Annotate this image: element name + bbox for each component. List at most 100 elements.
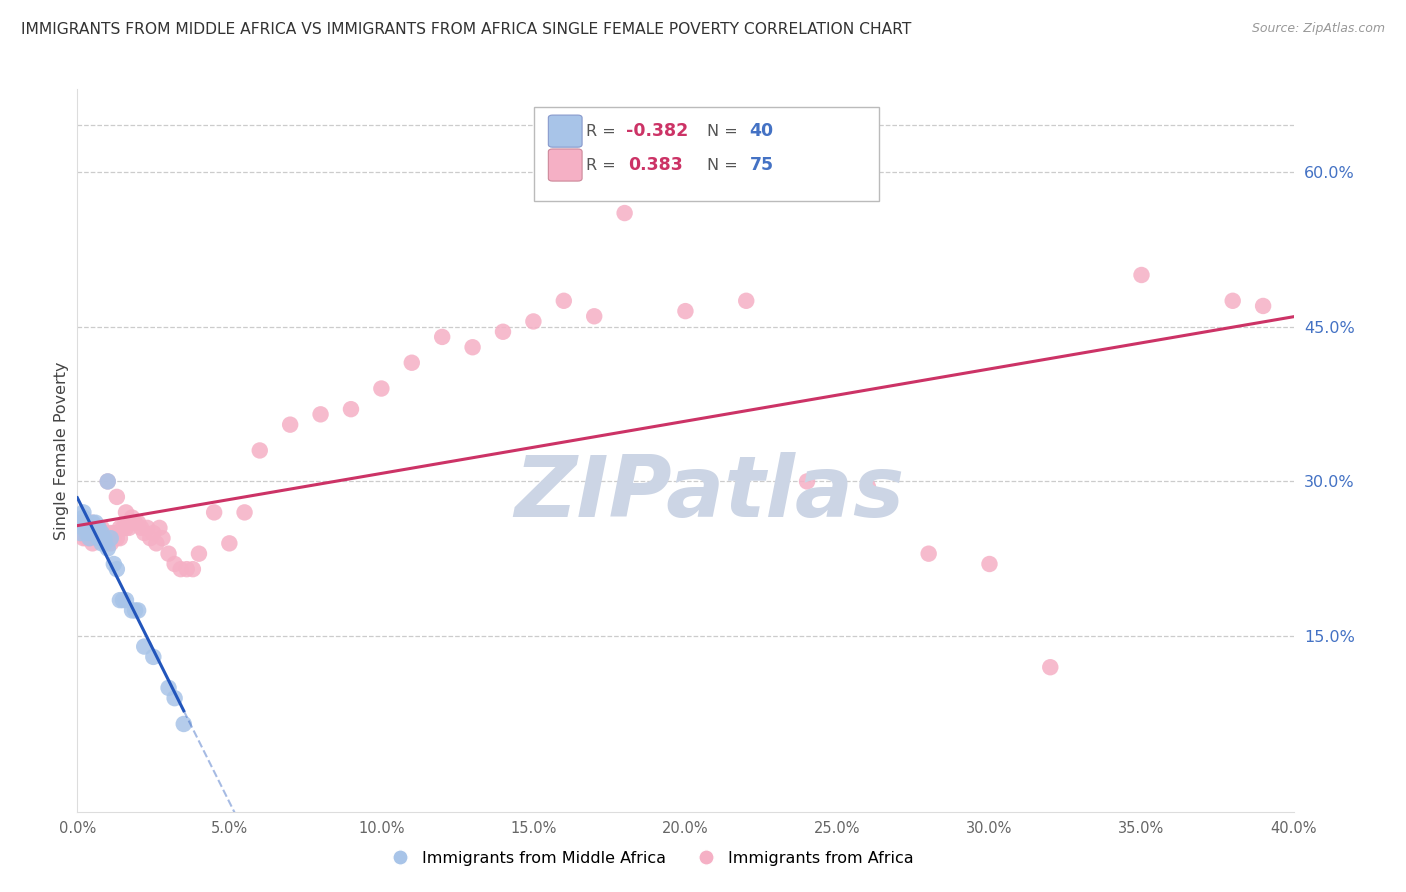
- Point: [75, 531, 97, 545]
- Point: [492, 325, 515, 339]
- Point: [79, 521, 101, 535]
- Point: [69, 516, 91, 530]
- Point: [79, 531, 101, 545]
- Text: Source: ZipAtlas.com: Source: ZipAtlas.com: [1251, 22, 1385, 36]
- Point: [856, 480, 879, 494]
- Point: [105, 531, 128, 545]
- Point: [75, 521, 97, 535]
- Text: ZIPatlas: ZIPatlas: [515, 452, 905, 535]
- Text: N =: N =: [707, 124, 744, 138]
- Point: [82, 516, 104, 530]
- Point: [202, 505, 225, 519]
- Point: [233, 505, 256, 519]
- Text: R =: R =: [586, 158, 626, 172]
- Point: [127, 516, 149, 530]
- Point: [93, 536, 115, 550]
- Point: [1130, 268, 1153, 282]
- Point: [152, 531, 174, 545]
- Point: [79, 526, 101, 541]
- Point: [142, 649, 165, 664]
- Text: 40: 40: [749, 122, 773, 140]
- Point: [136, 521, 159, 535]
- Point: [84, 516, 107, 530]
- Point: [163, 691, 186, 706]
- Point: [370, 382, 392, 396]
- Point: [115, 521, 138, 535]
- Point: [82, 516, 104, 530]
- Point: [87, 531, 110, 545]
- Point: [72, 521, 94, 535]
- Point: [278, 417, 301, 432]
- Point: [115, 593, 138, 607]
- Y-axis label: Single Female Poverty: Single Female Poverty: [53, 361, 69, 540]
- Point: [401, 356, 423, 370]
- Point: [87, 531, 110, 545]
- Point: [796, 475, 818, 489]
- Point: [675, 304, 697, 318]
- Point: [103, 526, 125, 541]
- Point: [72, 521, 94, 535]
- Point: [142, 526, 165, 541]
- Point: [82, 526, 104, 541]
- Point: [69, 516, 91, 530]
- Point: [103, 557, 125, 571]
- Point: [249, 443, 271, 458]
- Point: [522, 314, 544, 328]
- Point: [432, 330, 454, 344]
- Point: [461, 340, 484, 354]
- Point: [309, 407, 332, 422]
- Point: [1222, 293, 1244, 308]
- Point: [129, 521, 152, 535]
- Point: [79, 531, 101, 545]
- Text: IMMIGRANTS FROM MIDDLE AFRICA VS IMMIGRANTS FROM AFRICA SINGLE FEMALE POVERTY CO: IMMIGRANTS FROM MIDDLE AFRICA VS IMMIGRA…: [21, 22, 911, 37]
- Point: [84, 521, 107, 535]
- Point: [82, 536, 104, 550]
- Point: [90, 531, 112, 545]
- Point: [145, 536, 167, 550]
- Point: [90, 531, 112, 545]
- Point: [124, 603, 146, 617]
- Point: [157, 681, 180, 695]
- Point: [181, 562, 204, 576]
- Point: [87, 526, 110, 541]
- Text: N =: N =: [707, 158, 744, 172]
- Point: [1039, 660, 1062, 674]
- Point: [108, 521, 131, 535]
- Point: [82, 521, 104, 535]
- Point: [121, 510, 143, 524]
- Point: [173, 717, 195, 731]
- Point: [87, 521, 110, 535]
- Point: [97, 536, 120, 550]
- Point: [139, 531, 162, 545]
- Legend: Immigrants from Middle Africa, Immigrants from Africa: Immigrants from Middle Africa, Immigrant…: [377, 845, 921, 872]
- Point: [100, 526, 122, 541]
- Point: [735, 293, 758, 308]
- Point: [157, 547, 180, 561]
- Point: [979, 557, 1001, 571]
- Point: [84, 521, 107, 535]
- Point: [553, 293, 575, 308]
- Point: [75, 521, 97, 535]
- Point: [108, 531, 131, 545]
- Point: [613, 206, 636, 220]
- Point: [103, 531, 125, 545]
- Point: [163, 557, 186, 571]
- Point: [69, 526, 91, 541]
- Point: [100, 536, 122, 550]
- Point: [127, 603, 149, 617]
- Point: [87, 521, 110, 535]
- Point: [90, 536, 112, 550]
- Point: [583, 310, 606, 324]
- Point: [124, 516, 146, 530]
- Point: [93, 526, 115, 541]
- Point: [97, 475, 120, 489]
- Point: [118, 521, 141, 535]
- Point: [111, 593, 134, 607]
- Point: [218, 536, 240, 550]
- Point: [84, 531, 107, 545]
- Point: [918, 547, 941, 561]
- Point: [134, 640, 156, 654]
- Point: [97, 541, 120, 556]
- Point: [108, 593, 131, 607]
- Text: 75: 75: [749, 156, 773, 174]
